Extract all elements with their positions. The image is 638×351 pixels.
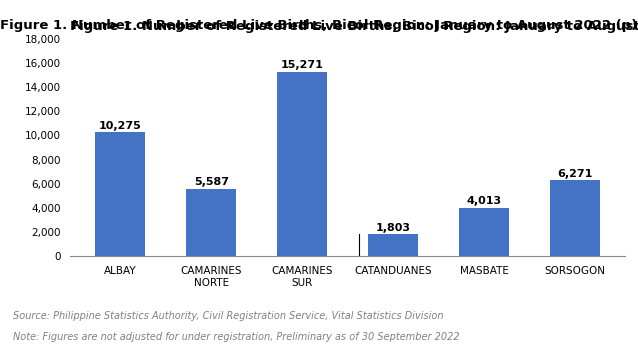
Bar xyxy=(278,72,327,256)
Text: 4,013: 4,013 xyxy=(466,196,501,206)
Bar xyxy=(96,132,145,256)
Text: 5,587: 5,587 xyxy=(194,177,229,187)
Text: 15,271: 15,271 xyxy=(281,60,323,70)
Bar xyxy=(186,189,236,256)
Bar xyxy=(368,234,418,256)
Text: 1,803: 1,803 xyxy=(376,223,411,233)
Bar xyxy=(550,180,600,256)
Text: Source: Philippine Statistics Authority, Civil Registration Service, Vital Stati: Source: Philippine Statistics Authority,… xyxy=(13,311,443,320)
Text: Figure 1. Number of Registered Live Births, Bicol Region: January to August 2022: Figure 1. Number of Registered Live Birt… xyxy=(70,20,638,33)
Text: Note: Figures are not adjusted for under registration, Preliminary as of 30 Sept: Note: Figures are not adjusted for under… xyxy=(13,332,459,342)
Bar xyxy=(459,208,509,256)
Text: 6,271: 6,271 xyxy=(558,169,593,179)
Text: 10,275: 10,275 xyxy=(99,120,142,131)
Text: Figure 1. Number of Registered Live Births, Bicol Region: January to August 2022: Figure 1. Number of Registered Live Birt… xyxy=(0,19,638,32)
